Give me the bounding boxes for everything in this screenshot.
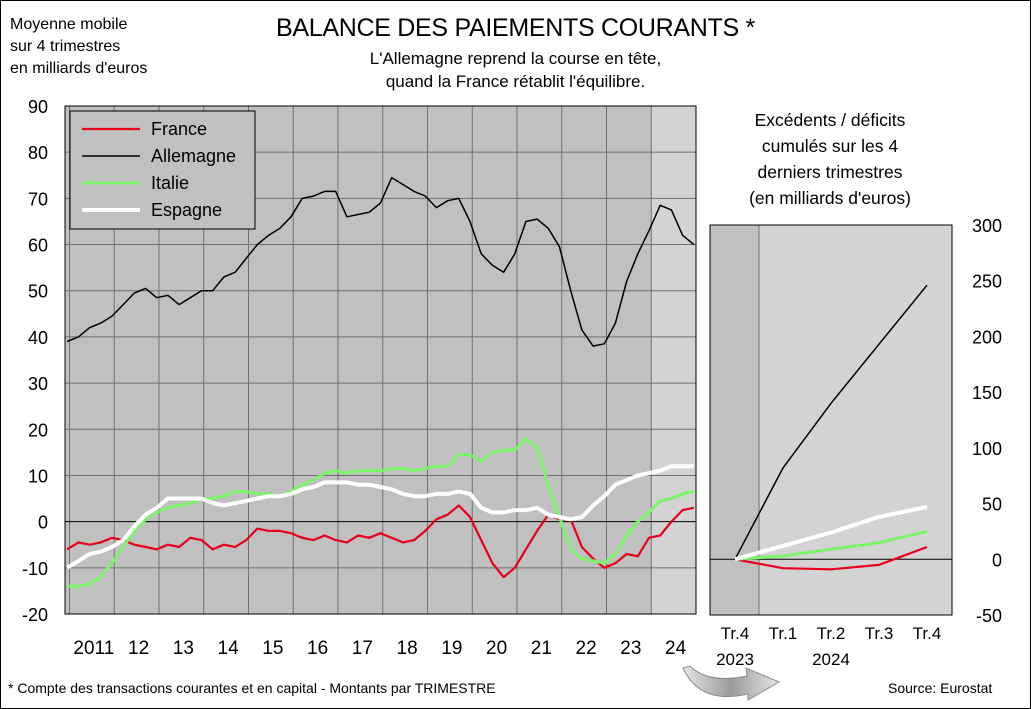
x-tick-label: 21	[531, 638, 552, 659]
x-tick-label: 23	[620, 638, 641, 659]
left-chart: 2011 12 13 14 15 16 17 18 19 20 21 22 23 24 -20 -10 0 10 2…	[22, 97, 697, 659]
units-label: Moyenne mobile sur 4 trimestres en milli…	[10, 14, 200, 80]
x-tick-label: Tr.4	[913, 624, 942, 643]
units-line: sur 4 trimestres	[10, 38, 121, 55]
y-tick-label: 80	[28, 143, 48, 163]
subtitle-line-2: quand la France rétablit l'équilibre.	[385, 72, 646, 91]
x-tick-label: 2011	[73, 638, 114, 659]
x-year-label: 2024	[812, 650, 850, 669]
transition-arrow-icon	[682, 665, 781, 701]
series-line-france	[66, 504, 695, 579]
y-tick-label: 50	[982, 495, 1002, 515]
x-tick-label: 17	[352, 638, 373, 659]
legend-label-espagne: Espagne	[151, 200, 222, 220]
x-tick-label: Tr.4	[721, 624, 750, 643]
subtitle-line-1: L'Allemagne reprend la course en tête,	[369, 49, 662, 68]
y-tick-label: 150	[972, 383, 1002, 403]
y-tick-label: -20	[22, 605, 48, 625]
legend-label-allemagne: Allemagne	[151, 146, 236, 166]
y-tick-label: 40	[28, 328, 48, 348]
y-tick-label: 70	[28, 189, 48, 209]
y-tick-label: 30	[28, 374, 48, 394]
y-tick-label: 20	[28, 420, 48, 440]
x-tick-label: Tr.3	[865, 624, 894, 643]
y-tick-label: 100	[972, 439, 1002, 459]
y-tick-label: 10	[28, 466, 48, 486]
x-tick-label: 15	[262, 638, 283, 659]
x-tick-label: 12	[128, 638, 149, 659]
right-chart-title: Excédents / déficits cumulés sur les 4 d…	[700, 107, 960, 211]
x-tick-label: 18	[397, 638, 418, 659]
y-tick-label: 0	[992, 550, 1002, 570]
x-tick-label: 16	[307, 638, 328, 659]
units-line: en milliards d'euros	[10, 60, 148, 77]
source-note: Source: Eurostat	[888, 680, 993, 696]
legend-label-france: France	[151, 119, 207, 139]
plot-border	[709, 224, 953, 616]
series-line-espagne	[66, 464, 694, 570]
series-line-allemagne	[66, 176, 695, 347]
x-tick-label: 24	[665, 638, 687, 659]
series-line-france	[734, 545, 928, 571]
legend-label-italie: Italie	[151, 173, 189, 193]
y-tick-label: 200	[972, 327, 1002, 347]
plot-border	[64, 105, 697, 615]
y-tick-label: 0	[38, 513, 48, 533]
right-chart: -50 0 50 100 150 200 250 300 Tr.4 Tr.1 Tr.2 Tr.3 Tr.…	[709, 216, 1002, 669]
shaded-period	[710, 225, 759, 615]
chart-title: BALANCE DES PAIEMENTS COURANTS *	[276, 14, 755, 42]
x-tick-label: 14	[218, 638, 240, 659]
right-title-line: derniers trimestres	[757, 162, 903, 182]
y-tick-label: 90	[28, 97, 48, 117]
x-tick-label: Tr.1	[769, 624, 798, 643]
right-title-line: (en milliards d'euros)	[749, 188, 911, 208]
legend: France Allemagne Italie Espagne	[69, 110, 256, 230]
x-tick-label: 22	[576, 638, 597, 659]
y-tick-label: 60	[28, 236, 48, 256]
x-year-label: 2023	[716, 650, 754, 669]
series-line-italie	[67, 437, 695, 588]
right-title-line: Excédents / déficits	[754, 110, 906, 130]
x-tick-label: Tr.2	[817, 624, 846, 643]
x-tick-label: 20	[486, 638, 507, 659]
shaded-period	[651, 106, 696, 614]
series-line-espagne	[734, 504, 928, 562]
x-tick-label: 13	[173, 638, 194, 659]
footnote: * Compte des transactions courantes et e…	[8, 680, 496, 696]
right-title-line: cumulés sur les 4	[761, 136, 899, 156]
x-tick-label: 19	[441, 638, 462, 659]
y-tick-label: 300	[972, 216, 1002, 236]
y-tick-label: -50	[976, 606, 1002, 626]
y-tick-label: -10	[22, 559, 48, 579]
y-tick-label: 50	[28, 282, 48, 302]
series-line-allemagne	[734, 284, 928, 560]
y-tick-label: 250	[972, 272, 1002, 292]
units-line: Moyenne mobile	[10, 16, 128, 33]
series-line-italie	[734, 529, 928, 561]
